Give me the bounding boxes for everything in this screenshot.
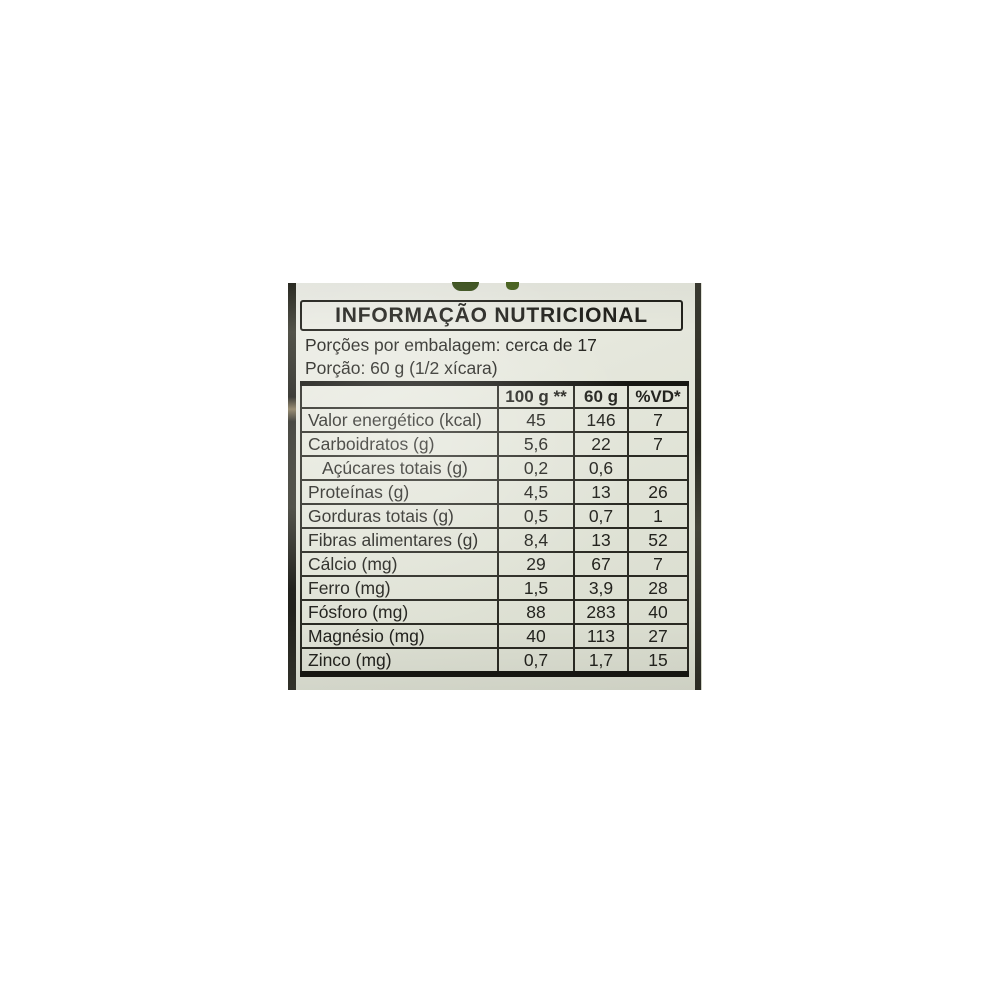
percent-dv: 7	[627, 551, 689, 577]
table-row-phosphorus: Fósforo (mg) 88 283 40	[300, 599, 689, 625]
table-row-energy: Valor energético (kcal) 45 146 7	[300, 407, 689, 433]
percent-dv: 15	[627, 647, 689, 675]
nutrition-table: 100 g ** 60 g %VD* Valor energético (kca…	[300, 381, 689, 677]
nutrient-name: Valor energético (kcal)	[300, 407, 499, 433]
value-per-100g: 45	[497, 407, 575, 433]
table-row-sugars: Açúcares totais (g) 0,2 0,6	[300, 455, 689, 481]
package-art-fragment	[506, 282, 519, 290]
percent-dv: 7	[627, 431, 689, 457]
value-per-100g: 0,5	[497, 503, 575, 529]
package-label-photo: INFORMAÇÃO NUTRICIONAL Porções por embal…	[288, 282, 702, 690]
nutrient-name: Açúcares totais (g)	[300, 455, 499, 481]
value-per-100g: 88	[497, 599, 575, 625]
table-row-iron: Ferro (mg) 1,5 3,9 28	[300, 575, 689, 601]
value-per-60g: 283	[573, 599, 629, 625]
value-per-60g: 13	[573, 479, 629, 505]
per-100g-column-header: 100 g **	[497, 382, 575, 409]
percent-dv: 28	[627, 575, 689, 601]
percent-dv	[627, 455, 689, 481]
value-per-100g: 0,2	[497, 455, 575, 481]
percent-dv: 26	[627, 479, 689, 505]
package-left-edge	[288, 283, 296, 690]
percent-dv: 1	[627, 503, 689, 529]
value-per-60g: 1,7	[573, 647, 629, 675]
value-per-60g: 3,9	[573, 575, 629, 601]
value-per-60g: 67	[573, 551, 629, 577]
value-per-60g: 0,6	[573, 455, 629, 481]
nutrient-name: Fibras alimentares (g)	[300, 527, 499, 553]
nutrient-name: Gorduras totais (g)	[300, 503, 499, 529]
percent-dv-column-header: %VD*	[627, 382, 689, 409]
nutrition-title: INFORMAÇÃO NUTRICIONAL	[335, 303, 648, 327]
value-per-60g: 146	[573, 407, 629, 433]
value-per-60g: 22	[573, 431, 629, 457]
percent-dv: 27	[627, 623, 689, 649]
percent-dv: 52	[627, 527, 689, 553]
value-per-100g: 29	[497, 551, 575, 577]
nutrient-name: Fósforo (mg)	[300, 599, 499, 625]
nutrient-name: Zinco (mg)	[300, 647, 499, 675]
nutrient-column-header	[300, 382, 499, 409]
table-row-protein: Proteínas (g) 4,5 13 26	[300, 479, 689, 505]
value-per-100g: 40	[497, 623, 575, 649]
table-row-calcium: Cálcio (mg) 29 67 7	[300, 551, 689, 577]
value-per-60g: 113	[573, 623, 629, 649]
nutrient-name: Magnésio (mg)	[300, 623, 499, 649]
nutrient-name: Ferro (mg)	[300, 575, 499, 601]
per-60g-column-header: 60 g	[573, 382, 629, 409]
value-per-100g: 8,4	[497, 527, 575, 553]
servings-per-package-text: Porções por embalagem: cerca de 17	[305, 335, 597, 355]
nutrient-name: Proteínas (g)	[300, 479, 499, 505]
package-right-edge	[695, 283, 701, 690]
nutrition-title-box: INFORMAÇÃO NUTRICIONAL	[300, 300, 683, 331]
table-header-row: 100 g ** 60 g %VD*	[300, 382, 689, 409]
table-row-carbs: Carboidratos (g) 5,6 22 7	[300, 431, 689, 457]
table-row-fat: Gorduras totais (g) 0,5 0,7 1	[300, 503, 689, 529]
value-per-100g: 0,7	[497, 647, 575, 675]
value-per-60g: 13	[573, 527, 629, 553]
serving-size-text: Porção: 60 g (1/2 xícara)	[305, 358, 498, 378]
percent-dv: 7	[627, 407, 689, 433]
package-art-fragment	[452, 282, 479, 291]
value-per-100g: 4,5	[497, 479, 575, 505]
nutrient-name: Cálcio (mg)	[300, 551, 499, 577]
value-per-60g: 0,7	[573, 503, 629, 529]
value-per-100g: 5,6	[497, 431, 575, 457]
table-row-zinc: Zinco (mg) 0,7 1,7 15	[300, 647, 689, 675]
value-per-100g: 1,5	[497, 575, 575, 601]
table-row-magnesium: Magnésio (mg) 40 113 27	[300, 623, 689, 649]
percent-dv: 40	[627, 599, 689, 625]
table-row-fiber: Fibras alimentares (g) 8,4 13 52	[300, 527, 689, 553]
nutrient-name: Carboidratos (g)	[300, 431, 499, 457]
